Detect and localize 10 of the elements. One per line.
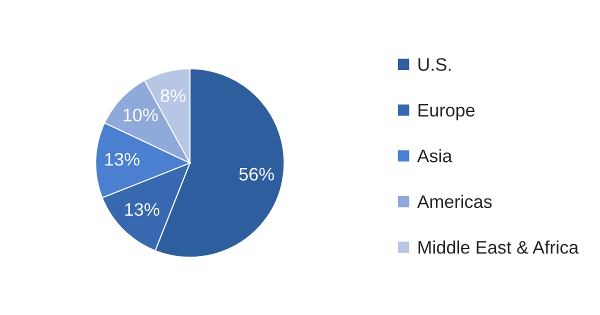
legend-label: U.S. [418,58,451,71]
legend-label: Middle East & Africa [418,240,579,254]
data-label: 8% [160,89,186,102]
data-label: 13% [125,203,160,216]
legend-label: Asia [417,149,452,162]
data-label: 13% [105,152,140,166]
data-label: 10% [124,108,158,122]
legend-label: Europe [418,104,475,120]
data-label: 56% [239,168,274,181]
legend-label: Americas [417,194,492,208]
